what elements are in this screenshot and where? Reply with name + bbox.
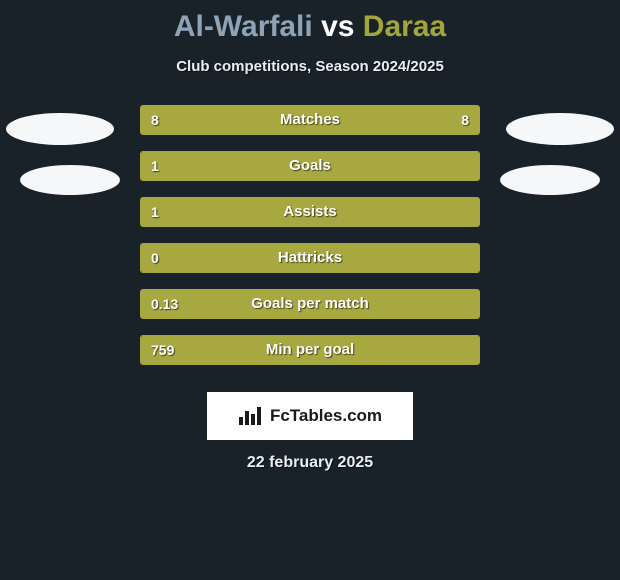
stat-label: Matches [141, 106, 479, 134]
right-placeholder-1 [506, 113, 614, 145]
player2-name: Daraa [363, 10, 446, 43]
card-date: 22 february 2025 [0, 454, 620, 472]
brand-badge: FcTables.com [207, 392, 413, 440]
stat-row: 1Goals [140, 151, 480, 181]
comparison-card: Al-Warfali vs Daraa Club competitions, S… [0, 0, 620, 580]
right-placeholder-2 [500, 165, 600, 195]
card-subtitle: Club competitions, Season 2024/2025 [0, 58, 620, 75]
stat-rows: 88Matches 1Goals 1Assists 0Hattricks 0.13Goa… [140, 105, 480, 381]
stat-label: Min per goal [141, 336, 479, 364]
stat-label: Hattricks [141, 244, 479, 272]
stat-row: 1Assists [140, 197, 480, 227]
stat-row: 0Hattricks [140, 243, 480, 273]
stat-row: 88Matches [140, 105, 480, 135]
stat-label: Goals [141, 152, 479, 180]
left-placeholder-2 [20, 165, 120, 195]
stat-label: Assists [141, 198, 479, 226]
vs-text: vs [321, 10, 354, 43]
card-title: Al-Warfali vs Daraa [0, 0, 620, 44]
stat-row: 0.13Goals per match [140, 289, 480, 319]
player1-name: Al-Warfali [174, 10, 313, 43]
brand-text: FcTables.com [270, 406, 382, 426]
left-placeholder-1 [6, 113, 114, 145]
stat-label: Goals per match [141, 290, 479, 318]
brand-bars-icon [238, 405, 264, 427]
stat-row: 759Min per goal [140, 335, 480, 365]
